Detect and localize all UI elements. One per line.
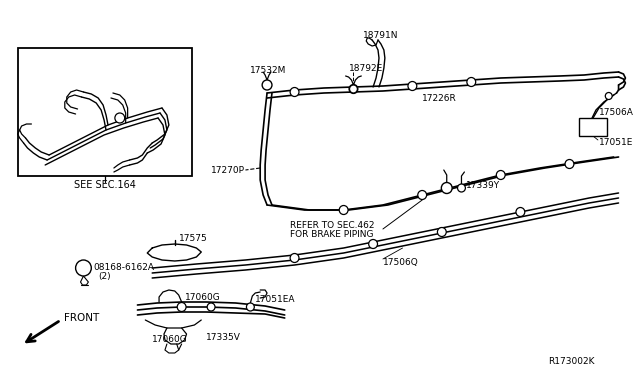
Text: SEE SEC.164: SEE SEC.164: [74, 180, 136, 190]
Text: 17051E: 17051E: [599, 138, 634, 147]
Text: 17060G: 17060G: [152, 336, 188, 344]
Text: 17506Q: 17506Q: [383, 257, 419, 266]
Text: B: B: [80, 263, 87, 273]
Text: 17532M: 17532M: [250, 65, 287, 74]
Circle shape: [339, 205, 348, 215]
Circle shape: [565, 160, 574, 169]
Circle shape: [496, 170, 505, 180]
Text: 18792E: 18792E: [349, 64, 383, 73]
Circle shape: [458, 184, 465, 192]
Text: 17051EA: 17051EA: [255, 295, 296, 305]
Circle shape: [290, 253, 299, 263]
Circle shape: [516, 208, 525, 217]
Text: 08168-6162A: 08168-6162A: [93, 263, 154, 273]
Text: FRONT: FRONT: [64, 313, 99, 323]
Circle shape: [262, 80, 272, 90]
Text: 17270P: 17270P: [211, 166, 245, 174]
Text: REFER TO SEC.462: REFER TO SEC.462: [290, 221, 374, 230]
Text: FOR BRAKE PIPING: FOR BRAKE PIPING: [290, 230, 373, 238]
Circle shape: [246, 303, 254, 311]
Circle shape: [418, 190, 427, 199]
Circle shape: [115, 113, 125, 123]
Text: 18791N: 18791N: [364, 31, 399, 39]
Circle shape: [290, 87, 299, 96]
Text: 17575: 17575: [179, 234, 207, 243]
Text: 17506A: 17506A: [599, 108, 634, 116]
Circle shape: [437, 228, 446, 237]
Circle shape: [467, 77, 476, 87]
Text: R173002K: R173002K: [548, 357, 595, 366]
Text: 17060G: 17060G: [184, 294, 220, 302]
Text: 17339Y: 17339Y: [467, 180, 500, 189]
Circle shape: [349, 85, 357, 93]
Circle shape: [442, 183, 452, 193]
Circle shape: [369, 240, 378, 248]
Text: 17226R: 17226R: [422, 93, 457, 103]
Circle shape: [177, 302, 186, 311]
Circle shape: [605, 93, 612, 99]
Text: (2): (2): [98, 273, 111, 282]
Circle shape: [207, 303, 215, 311]
Circle shape: [349, 84, 358, 93]
Circle shape: [76, 260, 92, 276]
Circle shape: [408, 81, 417, 90]
Bar: [579, 118, 607, 136]
Text: 17335V: 17335V: [206, 334, 241, 343]
Bar: [18, 48, 193, 176]
